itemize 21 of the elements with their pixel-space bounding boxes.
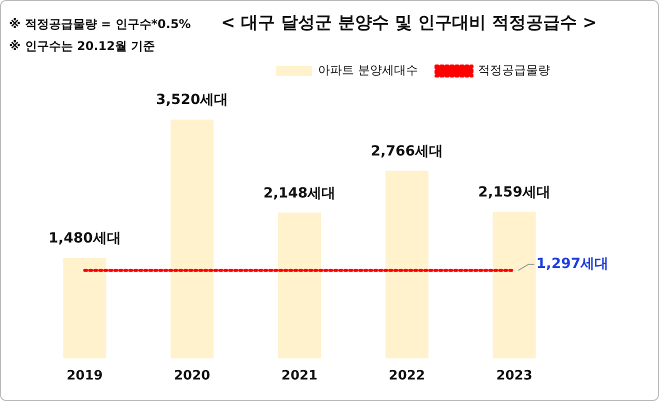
data-label: 1,480세대 [48, 230, 121, 247]
x-tick-label: 2019 [66, 368, 103, 384]
bar [170, 120, 214, 358]
x-tick-label: 2023 [496, 368, 532, 384]
legend-label: 적정공급물량 [478, 63, 550, 78]
x-tick-label: 2021 [281, 368, 318, 384]
data-label: 2,159세대 [478, 184, 550, 201]
data-label: 3,520세대 [156, 92, 228, 108]
x-tick-label: 2022 [388, 368, 425, 384]
bar [63, 258, 106, 358]
data-label: 1,297세대 [536, 256, 609, 272]
bar [278, 212, 321, 358]
bar [492, 212, 536, 358]
chart-title: < 대구 달성군 분양수 및 인구대비 적정공급수 > [221, 12, 597, 34]
bar [385, 170, 428, 358]
x-tick-label: 2020 [174, 368, 210, 384]
legend-label: 아파트 분양세대수 [318, 63, 418, 78]
data-label: 2,766세대 [370, 143, 444, 160]
data-label: 2,148세대 [263, 185, 336, 202]
text: ※ 적정공급물량 = 인구수*0.5% [9, 16, 191, 33]
text: ※ 인구수는 20.12월 기준 [9, 38, 156, 55]
